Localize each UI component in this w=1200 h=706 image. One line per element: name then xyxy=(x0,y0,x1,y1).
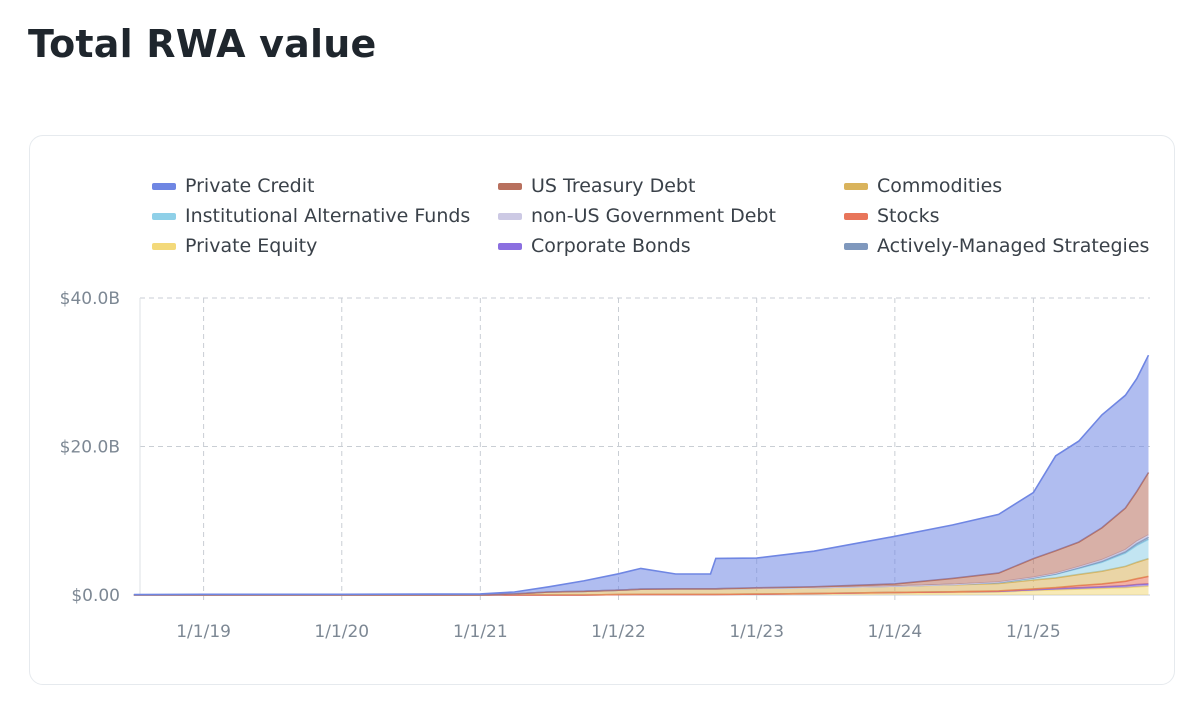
y-tick-label: $20.0B xyxy=(60,438,120,458)
legend-item-institutional-alternative-funds[interactable]: Institutional Alternative Funds xyxy=(152,201,470,231)
x-tick-label: 1/1/23 xyxy=(729,622,784,642)
x-tick-label: 1/1/19 xyxy=(176,622,231,642)
legend-label: Commodities xyxy=(877,175,1003,197)
legend-label: Institutional Alternative Funds xyxy=(185,205,471,227)
x-tick-label: 1/1/22 xyxy=(591,622,646,642)
legend-label: Private Equity xyxy=(185,235,318,257)
legend-item-us-treasury-debt[interactable]: US Treasury Debt xyxy=(498,171,695,201)
area-private-credit xyxy=(133,355,1149,595)
legend-label: non-US Government Debt xyxy=(531,205,776,227)
legend-swatch xyxy=(152,242,176,250)
legend-label: Private Credit xyxy=(185,175,315,197)
y-tick-label: $40.0B xyxy=(60,289,120,309)
legend-swatch xyxy=(844,182,868,190)
legend-label: Stocks xyxy=(877,205,940,227)
legend-swatch xyxy=(152,182,176,190)
legend-item-stocks[interactable]: Stocks xyxy=(844,201,939,231)
legend-item-private-equity[interactable]: Private Equity xyxy=(152,231,317,261)
x-tick-label: 1/1/25 xyxy=(1006,622,1061,642)
chart-legend: Private Credit US Treasury Debt Commodit… xyxy=(152,171,1162,267)
legend-label: Actively-Managed Strategies xyxy=(877,235,1150,257)
legend-item-actively-managed-strategies[interactable]: Actively-Managed Strategies xyxy=(844,231,1149,261)
legend-swatch xyxy=(844,212,868,220)
legend-item-private-credit[interactable]: Private Credit xyxy=(152,171,314,201)
line-private-credit xyxy=(133,354,1150,596)
page-title: Total RWA value xyxy=(28,22,377,66)
x-tick-label: 1/1/21 xyxy=(453,622,508,642)
legend-label: US Treasury Debt xyxy=(531,175,696,197)
x-tick-label: 1/1/20 xyxy=(314,622,369,642)
legend-item-commodities[interactable]: Commodities xyxy=(844,171,1002,201)
legend-swatch xyxy=(152,212,176,220)
y-tick-label: $0.00 xyxy=(71,586,120,606)
legend-label: Corporate Bonds xyxy=(531,235,691,257)
legend-item-non-us-government-debt[interactable]: non-US Government Debt xyxy=(498,201,776,231)
legend-swatch xyxy=(498,182,522,190)
legend-item-corporate-bonds[interactable]: Corporate Bonds xyxy=(498,231,691,261)
x-tick-label: 1/1/24 xyxy=(867,622,922,642)
area-private-equity xyxy=(133,586,1149,595)
legend-swatch xyxy=(498,242,522,250)
axis-ticks: $0.00 $20.0B $40.0B 1/1/19 1/1/20 1/1/21 1/1/2… xyxy=(60,289,1061,642)
legend-swatch xyxy=(844,242,868,250)
legend-swatch xyxy=(498,212,522,220)
area-series xyxy=(133,354,1150,596)
